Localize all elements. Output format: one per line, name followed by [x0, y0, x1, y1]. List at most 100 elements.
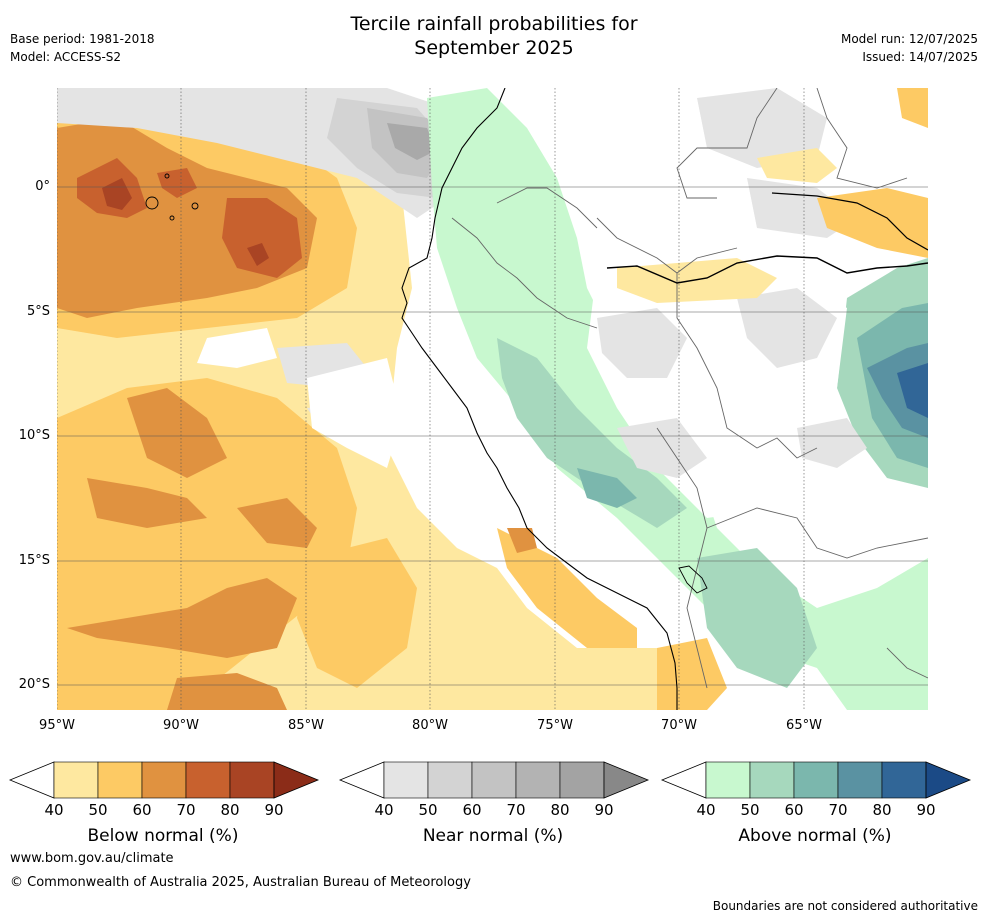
colorbar-segment — [705, 761, 751, 799]
colorbar-tick-label: 60 — [784, 801, 804, 819]
amazon-river — [606, 255, 928, 284]
colorbar-tick-label: 80 — [220, 801, 240, 819]
colorbar-segment — [881, 761, 927, 799]
below-normal-60-south-e — [167, 673, 287, 710]
colorbar-tick-label: 40 — [696, 801, 716, 819]
colorbar-segment — [383, 761, 429, 799]
colorbar-below-label: Below normal (%) — [87, 826, 239, 846]
colorbar-tick-label: 40 — [374, 801, 394, 819]
title-line-1: Tercile rainfall probabilities for — [350, 13, 638, 35]
colorbar-segment — [185, 761, 231, 799]
below-normal-70-c — [157, 168, 197, 198]
copyright-text: © Commonwealth of Australia 2025, Austra… — [10, 875, 471, 890]
issued-date: Issued: 14/07/2025 — [862, 50, 978, 64]
northern-river — [771, 192, 928, 251]
meta-left: Base period: 1981-2018 Model: ACCESS-S2 — [10, 30, 155, 66]
colorbar-segment — [141, 761, 187, 799]
colorbar-tick-label: 80 — [550, 801, 570, 819]
lat-label-0: 0° — [35, 179, 50, 194]
lon-label-75w: 75°W — [537, 718, 573, 733]
probability-map — [57, 88, 928, 710]
above-normal-50-andes — [497, 338, 687, 528]
lake-titicaca — [678, 565, 708, 594]
coastline — [401, 88, 678, 710]
colorbar-under-triangle — [8, 761, 55, 799]
colorbar-tick-label: 90 — [264, 801, 284, 819]
below-normal-40-s — [577, 648, 657, 710]
below-normal-40-land-b — [757, 148, 837, 183]
map-title: Tercile rainfall probabilities for Septe… — [0, 12, 988, 60]
lat-label-15s: 15°S — [18, 553, 50, 568]
colorbar-tick-label: 50 — [418, 801, 438, 819]
colorbar-tick-label: 50 — [88, 801, 108, 819]
near-normal-40-land-c — [617, 418, 707, 478]
lon-label-65w: 65°W — [786, 718, 822, 733]
near-normal-40-land-d — [797, 418, 867, 468]
colorbar-tick-label: 50 — [740, 801, 760, 819]
below-normal-80-a — [102, 178, 132, 210]
colorbar-tick-label: 80 — [872, 801, 892, 819]
below-normal-40-se — [657, 638, 727, 710]
colorbar-below — [8, 761, 320, 799]
graticule — [57, 88, 928, 710]
near-normal-40-land-b — [737, 288, 837, 368]
colorbar-tick-label: 70 — [828, 801, 848, 819]
below-normal-60-south-c — [237, 498, 317, 548]
colorbar-segment — [229, 761, 275, 799]
above-normal-70-east — [867, 343, 928, 438]
below-normal-60-south-a — [127, 388, 227, 478]
colorbar-tick-label: 90 — [916, 801, 936, 819]
colorbar-over-triangle — [273, 761, 320, 799]
colorbar-above — [660, 761, 972, 799]
lon-label-85w: 85°W — [288, 718, 324, 733]
below-normal-70-b — [222, 198, 302, 278]
galapagos-islands — [145, 173, 199, 221]
website-link[interactable]: www.bom.gov.au/climate — [10, 851, 174, 866]
above-normal-40-andes — [427, 88, 928, 710]
above-normal-80-east — [897, 363, 928, 418]
lon-label-80w: 80°W — [412, 718, 448, 733]
country-borders — [451, 88, 928, 689]
model-name: Model: ACCESS-S2 — [10, 50, 122, 64]
meta-right: Model run: 12/07/2025 Issued: 14/07/2025 — [841, 30, 978, 66]
colorbar-tick-label: 40 — [44, 801, 64, 819]
colorbar-segment — [427, 761, 473, 799]
near-normal-40-land-a — [597, 308, 687, 378]
colorbar-under-triangle — [338, 761, 385, 799]
lat-label-20s: 20°S — [18, 677, 50, 692]
colorbar-under-triangle — [660, 761, 707, 799]
colorbar-segment — [793, 761, 839, 799]
colorbar-segment — [837, 761, 883, 799]
base-period: Base period: 1981-2018 — [10, 32, 155, 46]
above-normal-40-se — [697, 548, 817, 688]
lon-label-90w: 90°W — [163, 718, 199, 733]
above-normal-60-andes — [577, 468, 637, 508]
colorbar-above-label: Above normal (%) — [738, 826, 892, 846]
colorbar-tick-label: 60 — [462, 801, 482, 819]
below-normal-50-ne — [817, 188, 928, 258]
below-normal-60-south-d — [67, 578, 297, 658]
colorbar-over-triangle — [925, 761, 972, 799]
below-normal-40-coast-s — [497, 528, 637, 658]
colorbar-tick-label: 70 — [506, 801, 526, 819]
white-patch-2 — [307, 358, 402, 468]
lon-label-95w: 95°W — [39, 718, 75, 733]
below-normal-60-coast-s — [507, 528, 537, 553]
colorbar-segment — [471, 761, 517, 799]
disclaimer-text: Boundaries are not considered authoritat… — [712, 899, 978, 913]
colorbar-over-triangle — [603, 761, 650, 799]
model-run: Model run: 12/07/2025 — [840, 32, 978, 46]
colorbar-near — [338, 761, 650, 799]
colorbar-segment — [97, 761, 143, 799]
lon-label-70w: 70°W — [661, 718, 697, 733]
colorbar-segment — [515, 761, 561, 799]
lat-label-10s: 10°S — [18, 428, 50, 443]
below-normal-50-ocean-south2 — [297, 538, 417, 688]
below-normal-80-b — [247, 243, 269, 266]
below-normal-50-top — [897, 88, 928, 128]
below-normal-40-land-a — [617, 258, 777, 303]
below-normal-60-south-b — [87, 478, 207, 528]
colorbar-tick-label: 90 — [594, 801, 614, 819]
colorbar-segment — [749, 761, 795, 799]
colorbars — [8, 761, 972, 799]
